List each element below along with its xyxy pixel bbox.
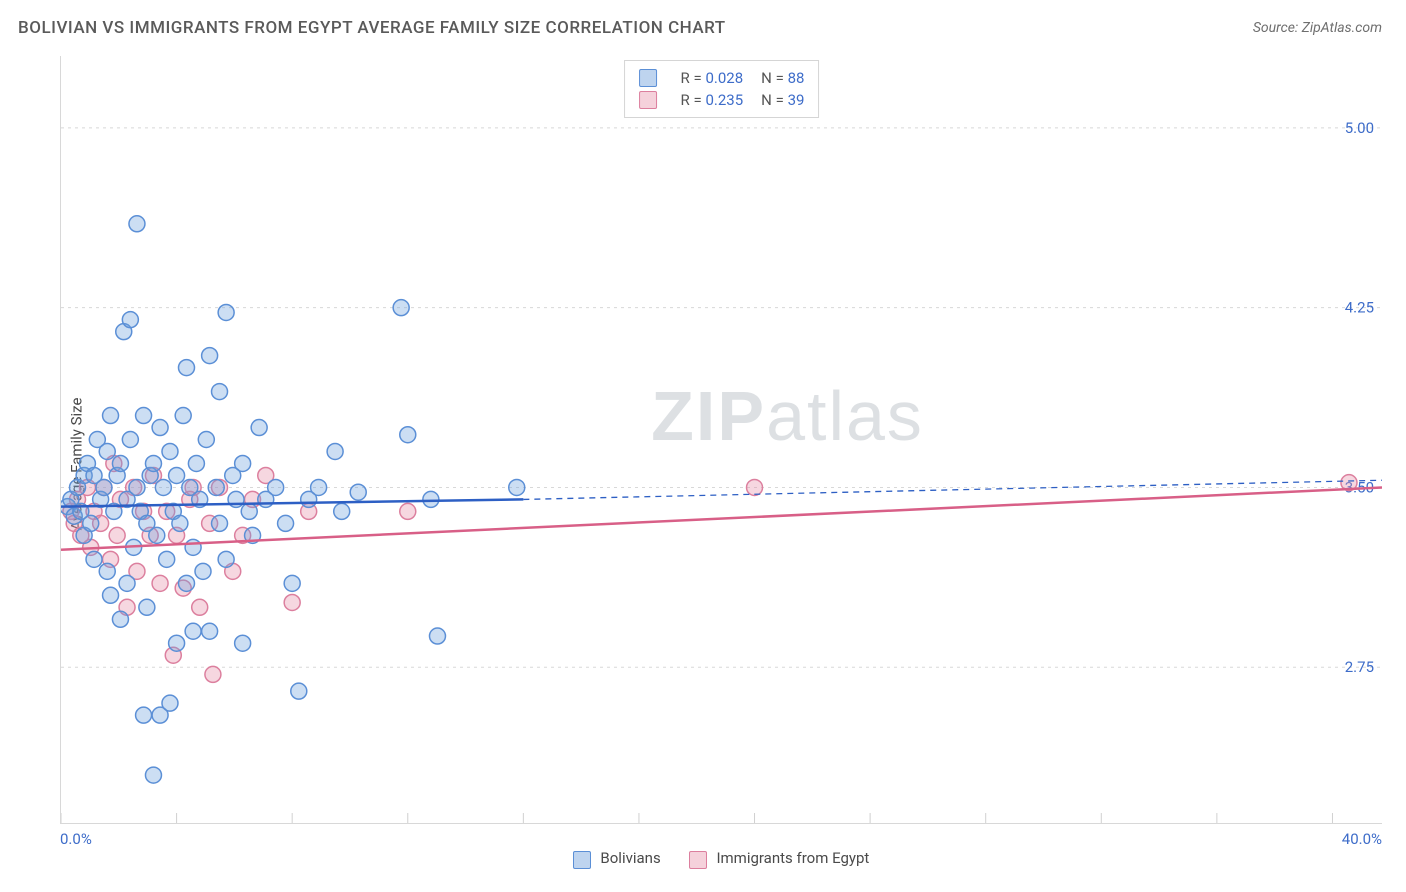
legend-item-egypt: Immigrants from Egypt: [689, 849, 870, 868]
series-legend: Bolivians Immigrants from Egypt: [60, 846, 1382, 872]
svg-text:4.25: 4.25: [1345, 299, 1374, 317]
chart-container: Average Family Size R = 0.028 N = 88 R =…: [18, 56, 1382, 872]
chart-title: BOLIVIAN VS IMMIGRANTS FROM EGYPT AVERAG…: [18, 18, 726, 38]
correlation-legend: R = 0.028 N = 88 R = 0.235 N = 39: [624, 60, 820, 118]
source-attribution: Source: ZipAtlas.com: [1253, 20, 1382, 36]
swatch-blue-icon: [573, 851, 591, 869]
swatch-pink-icon: [689, 851, 707, 869]
swatch-blue-icon: [639, 69, 657, 87]
plot-area: R = 0.028 N = 88 R = 0.235 N = 39 ZIPatl…: [60, 56, 1382, 824]
swatch-pink-icon: [639, 91, 657, 109]
svg-text:5.00: 5.00: [1345, 119, 1374, 137]
legend-item-bolivians: Bolivians: [573, 849, 661, 868]
svg-text:2.75: 2.75: [1345, 658, 1374, 676]
legend-row-pink: R = 0.235 N = 39: [639, 89, 805, 111]
legend-row-blue: R = 0.028 N = 88: [639, 67, 805, 89]
scatter-svg: 2.753.504.255.00: [61, 56, 1382, 823]
